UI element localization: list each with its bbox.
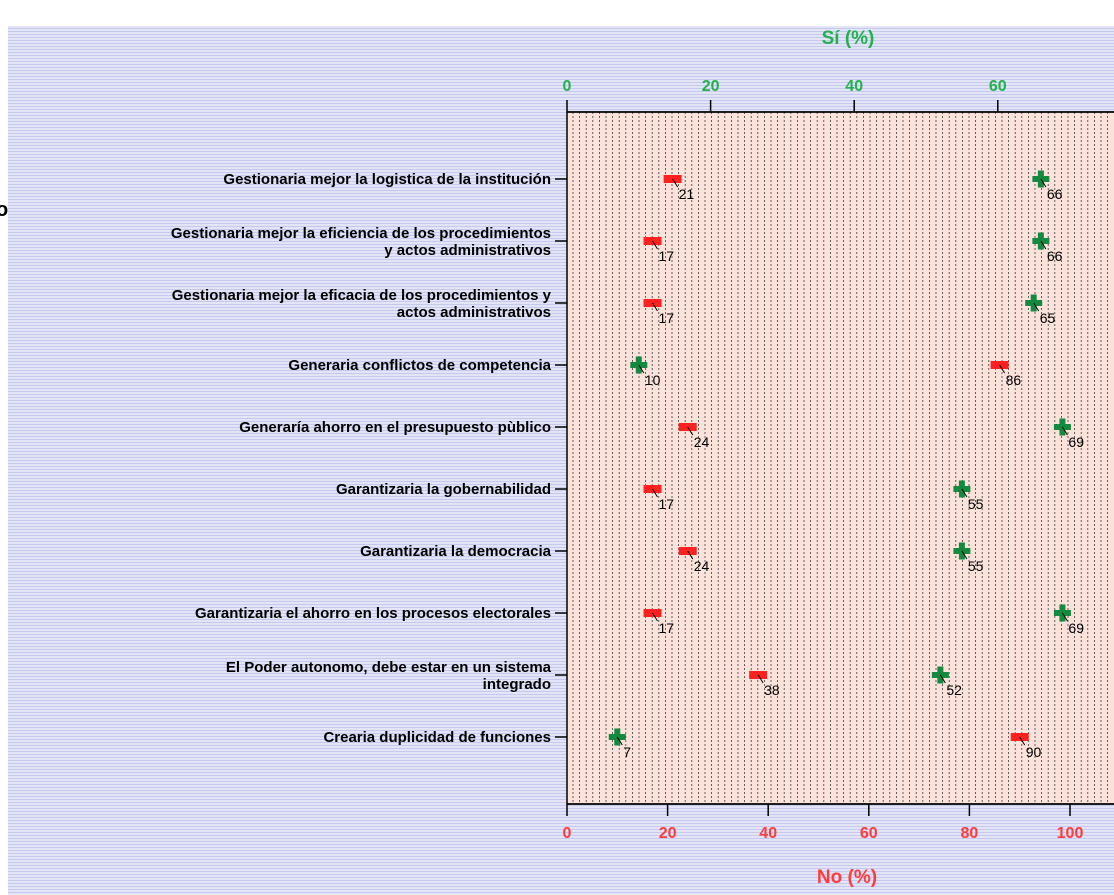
si-value-label: 66	[1047, 186, 1063, 202]
no-leader-line	[687, 426, 694, 436]
page-top-margin	[0, 0, 1114, 26]
category-label: Generaria conflictos de competencia	[288, 357, 551, 374]
bottom-axis-title: No (%)	[817, 867, 877, 888]
category-label: Gestionaria mejor la logistica de la ins…	[223, 171, 551, 188]
plot-grid	[572, 112, 1108, 804]
category-label-line: integrado	[483, 676, 551, 693]
category-label-line: El Poder autonomo, debe estar en un sist…	[226, 659, 552, 676]
top-axis-tick-label: 60	[989, 78, 1007, 95]
si-value-label: 69	[1068, 620, 1084, 636]
no-leader-line	[652, 240, 658, 250]
no-leader-line	[652, 612, 658, 622]
no-value-label: 17	[659, 620, 675, 636]
no-leader-line	[1019, 736, 1026, 746]
data-marks: 21 66 17 66 17 65 86 10 24 69 17 55 24 55 17 69 38 52 90 7	[608, 170, 1084, 760]
si-value-label: 69	[1068, 434, 1084, 450]
si-leader-line	[1040, 240, 1047, 250]
bottom-axis: 0 20 40 60 80 100	[563, 803, 1114, 842]
no-value-label: 24	[694, 558, 710, 574]
si-value-label: 7	[623, 744, 631, 760]
bottom-axis-tick-label: 20	[659, 825, 677, 842]
si-leader-line	[961, 550, 968, 560]
si-leader-line	[939, 674, 946, 684]
no-value-label: 17	[659, 310, 675, 326]
si-leader-line	[616, 736, 623, 746]
category-label-line: Gestionaria mejor la eficiencia de los p…	[171, 225, 551, 242]
bottom-axis-tick-label: 0	[563, 825, 572, 842]
category-label-line: y actos administrativos	[384, 242, 551, 259]
no-leader-line	[757, 674, 764, 684]
cut-off-glyph: o	[0, 199, 8, 221]
top-axis: 0 20 40 60	[563, 78, 1114, 113]
no-marker	[1010, 733, 1029, 741]
no-value-label: 17	[659, 496, 675, 512]
no-leader-line	[687, 550, 694, 560]
top-axis-tick-label: 40	[845, 78, 863, 95]
si-leader-line	[961, 488, 968, 498]
si-leader-line	[1040, 178, 1047, 188]
category-label: Gestionaria mejor la eficiencia de los p…	[171, 225, 551, 259]
si-value-label: 10	[645, 372, 661, 388]
top-axis-tick-label: 0	[563, 78, 572, 95]
si-value-label: 52	[946, 682, 962, 698]
category-axis: Gestionaria mejor la logistica de la ins…	[171, 171, 567, 746]
category-label: Crearia duplicidad de funciones	[323, 729, 551, 746]
no-leader-line	[672, 178, 679, 188]
category-label: Gestionaria mejor la eficacia de los pro…	[172, 287, 552, 321]
no-value-label: 21	[679, 186, 695, 202]
category-label-line: actos administrativos	[397, 304, 551, 321]
category-label: Garantizaria la gobernabilidad	[336, 481, 551, 498]
no-value-label: 17	[659, 248, 675, 264]
no-leader-line	[999, 364, 1006, 374]
category-label: Generaría ahorro en el presupuesto pùbli…	[239, 419, 551, 436]
no-leader-line	[652, 488, 658, 498]
category-label: Garantizaria la democracia	[360, 543, 552, 560]
bottom-axis-tick-label: 100	[1057, 825, 1084, 842]
no-value-label: 24	[694, 434, 710, 450]
category-label: Garantizaria el ahorro en los procesos e…	[195, 605, 551, 622]
no-leader-line	[652, 302, 658, 312]
si-value-label: 55	[968, 496, 984, 512]
page-left-margin	[0, 0, 8, 895]
bottom-axis-tick-label: 80	[961, 825, 979, 842]
si-value-label: 65	[1040, 310, 1056, 326]
si-value-label: 55	[968, 558, 984, 574]
no-value-label: 38	[764, 682, 780, 698]
plot-area	[567, 112, 1114, 804]
top-axis-title: Sí (%)	[822, 28, 875, 49]
bottom-axis-tick-label: 40	[759, 825, 777, 842]
si-leader-line	[1061, 612, 1068, 622]
bottom-axis-tick-label: 60	[860, 825, 878, 842]
si-leader-line	[638, 364, 645, 374]
si-value-label: 66	[1047, 248, 1063, 264]
no-value-label: 90	[1026, 744, 1042, 760]
si-leader-line	[1061, 426, 1068, 436]
no-value-label: 86	[1006, 372, 1022, 388]
si-leader-line	[1033, 302, 1040, 312]
top-axis-tick-label: 20	[702, 78, 720, 95]
category-label: El Poder autonomo, debe estar en un sist…	[226, 659, 552, 693]
category-label-line: Gestionaria mejor la eficacia de los pro…	[172, 287, 552, 304]
